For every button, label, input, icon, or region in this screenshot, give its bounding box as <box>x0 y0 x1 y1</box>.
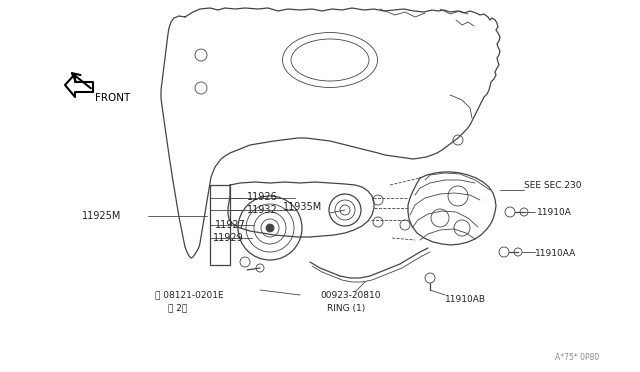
Text: 11932: 11932 <box>247 205 278 215</box>
Text: 11929: 11929 <box>213 233 244 243</box>
Text: 11925M: 11925M <box>82 211 122 221</box>
Text: Ⓑ 08121-0201E: Ⓑ 08121-0201E <box>155 291 223 299</box>
Text: A*75* 0P80: A*75* 0P80 <box>555 353 599 362</box>
Text: 11926: 11926 <box>247 192 278 202</box>
Text: 00923-20810: 00923-20810 <box>320 292 381 301</box>
Text: 11927: 11927 <box>215 220 246 230</box>
Text: 11935M: 11935M <box>283 202 323 212</box>
Text: FRONT: FRONT <box>95 93 131 103</box>
Text: 11910AB: 11910AB <box>445 295 486 305</box>
Text: 11910A: 11910A <box>537 208 572 217</box>
Circle shape <box>266 224 274 232</box>
Text: 11910AA: 11910AA <box>535 248 576 257</box>
Text: RING (1): RING (1) <box>327 304 365 312</box>
Text: SEE SEC.230: SEE SEC.230 <box>524 180 582 189</box>
Text: （ 2）: （ 2） <box>168 304 188 312</box>
